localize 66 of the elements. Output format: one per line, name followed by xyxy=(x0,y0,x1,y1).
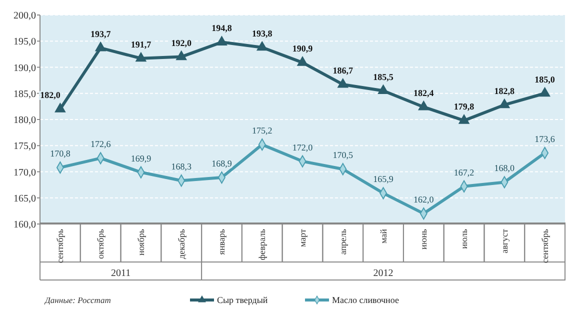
data-label: 175,2 xyxy=(252,126,272,136)
point xyxy=(297,56,308,66)
x-tick-label: февраль xyxy=(257,229,268,260)
data-label: 193,7 xyxy=(90,28,112,39)
y-tick-label: 170,0 xyxy=(14,167,36,178)
data-label: 193,8 xyxy=(252,28,273,38)
data-label: 179,8 xyxy=(454,102,475,112)
point xyxy=(176,50,187,60)
data-label: 182,8 xyxy=(494,86,516,96)
legend-label: Сыр твердый xyxy=(217,295,268,306)
x-tick-label: сентябрь xyxy=(55,229,66,264)
x-tick-label: январь xyxy=(216,229,227,255)
data-label: 167,2 xyxy=(454,167,474,178)
point xyxy=(458,114,470,124)
x-tick-label: декабрь xyxy=(176,229,186,259)
legend-label: Масло сливочное xyxy=(332,295,399,306)
x-tick-label: май xyxy=(378,228,388,244)
data-label: 185,0 xyxy=(534,74,556,84)
point xyxy=(378,84,389,94)
text: Данные: Росстат xyxy=(44,295,111,305)
point xyxy=(499,98,510,108)
y-tick-label: 160,0 xyxy=(14,220,36,230)
data-label: 182,0 xyxy=(40,90,61,100)
text: 2012 xyxy=(373,268,394,279)
x-tick-label: сентябрь xyxy=(540,229,550,264)
data-label: 182,4 xyxy=(414,88,434,98)
x-tick-label: октябрь xyxy=(96,229,106,259)
y-tick-label: 185,0 xyxy=(14,88,36,100)
data-label: 168,0 xyxy=(494,163,516,174)
point xyxy=(338,78,348,88)
data-label: 170,5 xyxy=(332,150,354,160)
data-label: 191,7 xyxy=(130,39,152,50)
data-label: 168,3 xyxy=(171,162,192,172)
x-tick-label: апрель xyxy=(338,229,348,255)
x-tick-label: август xyxy=(499,228,510,254)
y-tick-label: 200,0 xyxy=(14,10,36,22)
y-tick-label: 180,0 xyxy=(14,115,36,126)
point xyxy=(256,41,268,51)
point xyxy=(136,52,146,62)
data-label: 192,0 xyxy=(171,38,192,48)
x-tick-label: март xyxy=(298,228,308,247)
x-tick-label: ноябрь xyxy=(136,229,146,256)
data-label: 168,9 xyxy=(212,158,232,168)
data-label: 170,8 xyxy=(50,148,71,159)
y-tick-label: 175,0 xyxy=(14,141,36,152)
y-tick-label: 195,0 xyxy=(14,36,36,48)
text: 2011 xyxy=(110,268,131,279)
point xyxy=(95,42,106,52)
data-label: 162,0 xyxy=(414,194,434,205)
data-label: 169,9 xyxy=(130,153,152,164)
x-tick-label: июль xyxy=(459,229,470,249)
point xyxy=(54,103,66,112)
y-tick-label: 190,0 xyxy=(14,62,36,74)
data-label: 172,6 xyxy=(90,139,112,150)
point xyxy=(418,100,429,110)
data-label: 172,0 xyxy=(292,142,314,152)
data-label: 165,9 xyxy=(373,174,394,184)
x-tick-label: июнь xyxy=(418,229,429,250)
y-tick-label: 165,0 xyxy=(14,193,36,204)
data-label: 173,6 xyxy=(534,134,556,144)
point xyxy=(540,87,550,97)
data-label: 190,9 xyxy=(292,44,314,54)
point xyxy=(216,36,228,46)
data-label: 194,8 xyxy=(212,23,232,34)
data-label: 185,5 xyxy=(373,72,394,82)
data-label: 186,7 xyxy=(332,65,354,76)
